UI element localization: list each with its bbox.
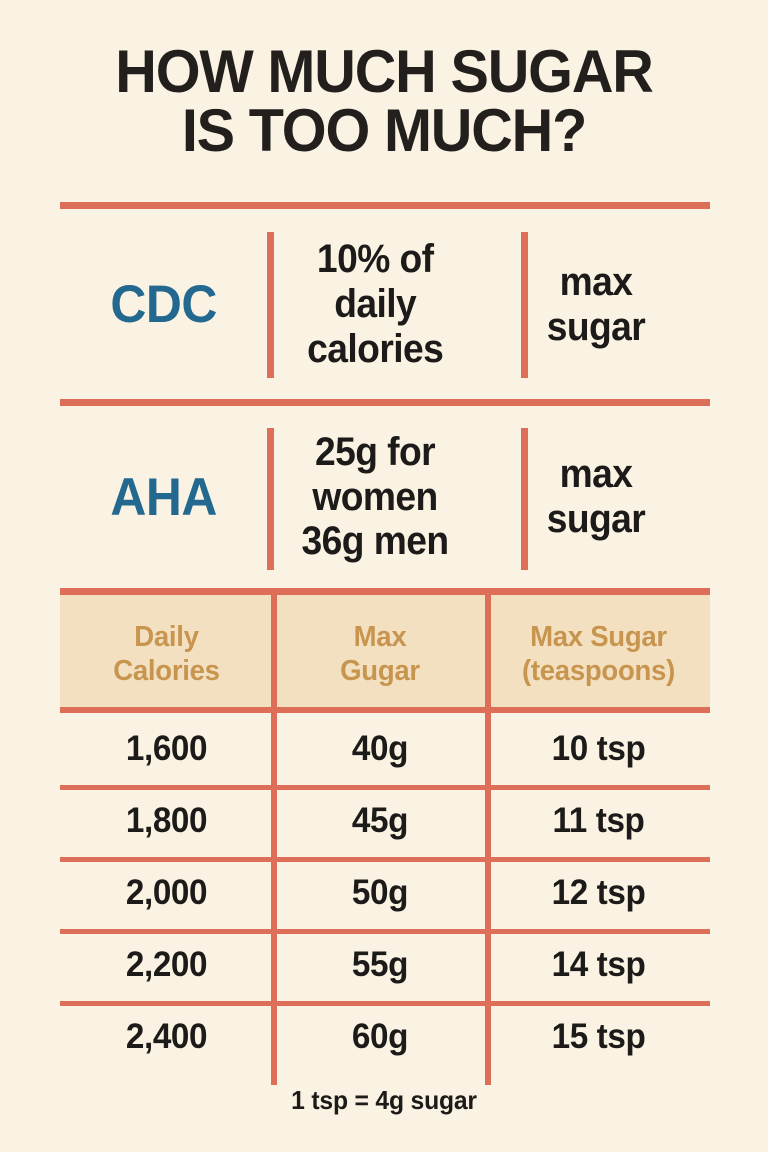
guideline-note-line-1: max — [559, 259, 633, 304]
table-header-text: Max Sugar (teaspoons) — [522, 620, 675, 688]
cell-max-sugar-teaspoons: 15 tsp — [551, 1017, 646, 1056]
guideline-note-cell: max sugar — [482, 409, 710, 585]
guideline-value-line-1: 10% of — [316, 237, 434, 282]
cell-max-sugar-teaspoons: 14 tsp — [551, 945, 646, 984]
divider-table-top — [60, 588, 710, 595]
table-row: 2,000 50g 12 tsp — [60, 857, 710, 929]
guideline-agency-cell: CDC — [60, 212, 268, 397]
cell-daily-calories: 1,600 — [125, 729, 208, 768]
guideline-value-line-2: daily — [333, 282, 417, 327]
cell-daily-calories: 2,200 — [125, 945, 208, 984]
table-row: 1,600 40g 10 tsp — [60, 713, 710, 785]
divider-table-header-bottom — [60, 707, 710, 713]
guideline-value-line-3: 36g men — [301, 519, 449, 564]
table-header-row: Daily Calories Max Gugar Max Sugar (teas… — [60, 595, 710, 713]
agency-label-aha: AHA — [110, 467, 218, 527]
guideline-value-cdc: 10% of daily calories — [306, 237, 444, 371]
divider-column-1 — [271, 713, 277, 1085]
guideline-row-cdc: CDC 10% of daily calories max sugar — [60, 212, 710, 397]
guideline-value-aha: 25g for women 36g men — [301, 429, 449, 564]
cell-max-sugar-teaspoons: 10 tsp — [551, 729, 646, 768]
guideline-row-aha: AHA 25g for women 36g men max sugar — [60, 409, 710, 585]
table-row: 2,200 55g 14 tsp — [60, 929, 710, 1001]
table-header-text: Max Gugar — [340, 620, 420, 688]
guideline-note-line-2: sugar — [546, 497, 646, 541]
cell-max-sugar: 55g — [351, 945, 409, 984]
guideline-value-cell: 10% of daily calories — [268, 212, 482, 397]
cell-daily-calories: 2,400 — [125, 1017, 208, 1056]
divider-middle — [60, 399, 710, 406]
cell-max-sugar-teaspoons: 12 tsp — [551, 873, 646, 912]
page-title-line-1: HOW MUCH SUGAR — [115, 38, 654, 105]
divider-vertical-cdc-2 — [521, 232, 528, 378]
divider-column-2 — [485, 713, 491, 1085]
table-header-line-1: Daily — [134, 620, 199, 653]
guideline-note-aha: max sugar — [547, 452, 646, 542]
agency-label-cdc: CDC — [110, 275, 218, 334]
table-header-line-2: Calories — [113, 655, 220, 687]
table-row: 2,400 60g 15 tsp — [60, 1001, 710, 1073]
table-header-line-1: Max Sugar — [530, 620, 667, 653]
table-header-line-1: Max — [353, 620, 407, 653]
cell-max-sugar: 60g — [351, 1017, 409, 1056]
guideline-value-line-1: 25g for — [314, 429, 436, 474]
page-title-line-2: IS TOO MUCH? — [181, 97, 587, 165]
table-body: 1,600 40g 10 tsp 1,800 45g 11 tsp 2,000 … — [60, 713, 710, 1085]
cell-max-sugar: 45g — [351, 801, 409, 840]
guideline-value-cell: 25g for women 36g men — [268, 409, 482, 585]
divider-vertical-aha-2 — [521, 428, 528, 570]
table-row: 1,800 45g 11 tsp — [60, 785, 710, 857]
cell-daily-calories: 1,800 — [125, 801, 208, 840]
guideline-note-line-2: sugar — [546, 304, 646, 349]
cell-max-sugar: 40g — [351, 729, 409, 768]
guideline-value-line-2: women — [312, 474, 438, 519]
footnote: 1 tsp = 4g sugar — [291, 1085, 477, 1115]
guideline-agency-cell: AHA — [60, 409, 268, 585]
table-header-max-sugar: Max Gugar — [278, 595, 481, 713]
table-header-max-sugar-teaspoons: Max Sugar (teaspoons) — [493, 595, 705, 713]
divider-column-2 — [485, 595, 491, 713]
divider-vertical-cdc-1 — [267, 232, 274, 378]
cell-daily-calories: 2,000 — [125, 873, 208, 912]
guideline-value-line-3: calories — [306, 326, 444, 371]
guideline-note-line-1: max — [559, 452, 633, 497]
cell-max-sugar: 50g — [351, 873, 409, 912]
divider-top — [60, 202, 710, 209]
sugar-table: Daily Calories Max Gugar Max Sugar (teas… — [60, 595, 710, 1085]
divider-column-1 — [271, 595, 277, 713]
table-header-line-2: Gugar — [340, 655, 420, 687]
guideline-note-cdc: max sugar — [547, 260, 646, 350]
divider-vertical-aha-1 — [267, 428, 274, 570]
table-header-daily-calories: Daily Calories — [65, 595, 267, 713]
table-header-line-2: (teaspoons) — [521, 655, 675, 687]
page-title: HOW MUCH SUGAR IS TOO MUCH? — [15, 38, 752, 165]
guideline-note-cell: max sugar — [482, 212, 710, 397]
table-header-text: Daily Calories — [113, 620, 220, 688]
cell-max-sugar-teaspoons: 11 tsp — [552, 801, 645, 840]
